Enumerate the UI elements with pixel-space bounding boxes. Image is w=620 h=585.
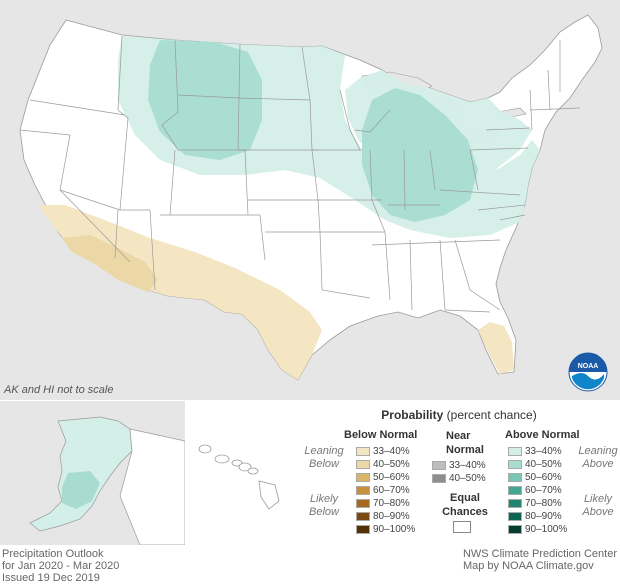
above-bin-row: 90–100% — [508, 523, 567, 536]
conus-map-svg — [19, 14, 603, 381]
canada-land-inset — [119, 428, 185, 545]
above-bin-row: 50–60% — [508, 471, 562, 484]
below-bin-label: 50–60% — [373, 472, 410, 483]
alaska-likely-above — [62, 471, 100, 509]
below-bin-swatch — [356, 447, 370, 456]
equal-chances-line2: Chances — [442, 506, 488, 518]
below-bin-label: 70–80% — [373, 498, 410, 509]
below-bin-swatch — [356, 460, 370, 469]
near-bin-swatch — [432, 461, 446, 470]
above-bin-label: 50–60% — [525, 472, 562, 483]
below-bin-label: 60–70% — [373, 485, 410, 496]
equal-chances-heading: Equal Chances — [440, 491, 490, 519]
outlook-caption-line1: Precipitation Outlook — [2, 548, 104, 560]
above-bin-row: 33–40% — [508, 445, 562, 458]
below-bin-row: 50–60% — [356, 471, 410, 484]
near-bin-swatch — [432, 474, 446, 483]
near-normal-heading: Near Normal — [446, 429, 484, 457]
below-bin-row: 70–80% — [356, 497, 410, 510]
near-normal-heading-line1: Near — [446, 430, 471, 442]
state-borders — [19, 35, 581, 313]
below-bin-swatch — [356, 486, 370, 495]
below-bin-label: 80–90% — [373, 511, 410, 522]
above-bin-swatch — [508, 525, 522, 534]
below-bin-row: 80–90% — [356, 510, 410, 523]
below-leaning-florida — [478, 322, 514, 374]
above-bin-swatch — [508, 473, 522, 482]
below-bin-row: 90–100% — [356, 523, 415, 536]
above-bin-row: 70–80% — [508, 497, 562, 510]
hawaii-islands — [198, 444, 280, 510]
credit-caption-line2: Map by NOAA Climate.gov — [462, 560, 594, 572]
above-bin-swatch — [508, 460, 522, 469]
outlook-caption-line2: for Jan 2020 - Mar 2020 — [2, 560, 120, 572]
credit-caption: NWS Climate Prediction Center Map by NOA… — [463, 548, 617, 572]
noaa-logo: NOAA — [568, 352, 608, 392]
below-bin-label: 90–100% — [373, 524, 416, 535]
hawaii-inset — [187, 401, 297, 545]
alaska-inset-svg — [29, 416, 185, 545]
above-bin-swatch — [508, 447, 522, 456]
equal-chances-swatch — [453, 521, 471, 533]
above-bin-row: 40–50% — [508, 458, 562, 471]
credit-caption-line1: NWS Climate Prediction Center — [462, 548, 617, 560]
near-normal-heading-line2: Normal — [446, 444, 484, 456]
below-bin-swatch — [356, 473, 370, 482]
above-bin-row: 60–70% — [508, 484, 562, 497]
outlook-caption-line3: Issued 19 Dec 2019 — [2, 572, 100, 584]
below-bin-row: 40–50% — [356, 458, 410, 471]
map-scale-note: AK and HI not to scale — [4, 384, 114, 396]
above-bin-label: 70–80% — [525, 498, 562, 509]
likely-below-label: Likely Below — [309, 493, 339, 518]
below-bin-swatch — [356, 525, 370, 534]
below-bin-label: 40–50% — [373, 459, 410, 470]
legend-title-main: Probability — [381, 408, 444, 422]
above-bin-swatch — [508, 499, 522, 508]
above-likely-ohio-valley — [362, 88, 478, 222]
below-bin-swatch — [356, 499, 370, 508]
below-bin-label: 33–40% — [373, 446, 410, 457]
conus-map: AK and HI not to scale NOAA — [0, 0, 620, 400]
above-bin-label: 40–50% — [525, 459, 562, 470]
near-bin-label: 33–40% — [449, 460, 486, 471]
above-bin-swatch — [508, 486, 522, 495]
below-bin-row: 33–40% — [356, 445, 410, 458]
hawaii-inset-svg — [198, 444, 280, 510]
above-bin-label: 33–40% — [525, 446, 562, 457]
above-bin-row: 80–90% — [508, 510, 562, 523]
legend-panel: Probability (percent chance) Below Norma… — [298, 401, 620, 545]
near-bin-row: 40–50% — [432, 472, 486, 485]
near-bin-label: 40–50% — [449, 473, 486, 484]
equal-chances-line1: Equal — [450, 492, 480, 504]
above-normal-heading: Above Normal — [505, 429, 580, 441]
above-bin-label: 60–70% — [525, 485, 562, 496]
noaa-logo-text: NOAA — [578, 363, 599, 370]
outlook-caption: Precipitation Outlook for Jan 2020 - Mar… — [2, 548, 119, 584]
below-bin-swatch — [356, 512, 370, 521]
near-bin-row: 33–40% — [432, 459, 486, 472]
leaning-above-label: Leaning Above — [578, 445, 618, 470]
legend-title-sub: (percent chance) — [446, 408, 537, 422]
above-bin-swatch — [508, 512, 522, 521]
below-normal-shading — [38, 205, 514, 380]
below-normal-heading: Below Normal — [344, 429, 418, 441]
below-bin-row: 60–70% — [356, 484, 410, 497]
likely-above-label: Likely Above — [582, 493, 614, 518]
alaska-inset — [0, 401, 185, 545]
below-likely-southern-california — [62, 235, 158, 292]
above-bin-label: 80–90% — [525, 511, 562, 522]
leaning-below-label: Leaning Below — [304, 445, 344, 470]
above-bin-label: 90–100% — [525, 524, 568, 535]
legend-title: Probability (percent chance) — [298, 408, 620, 422]
